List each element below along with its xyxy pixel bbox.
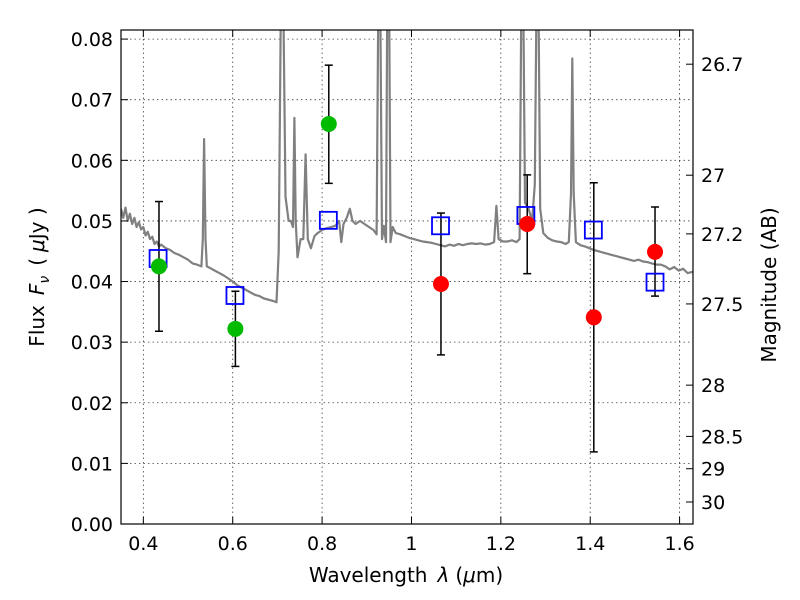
red-point: [585, 309, 602, 326]
model-square: [431, 216, 450, 236]
y-tick-label: 0.00: [71, 514, 113, 536]
y-tick-label: 0.07: [71, 90, 113, 112]
y-tick-label: 0.05: [71, 211, 113, 233]
model-square: [318, 210, 338, 230]
y2-tick-label: 27: [701, 165, 725, 187]
x-tick-label: 1: [405, 533, 417, 555]
plot-frame: [120, 29, 694, 525]
spectrum-line: [121, 30, 693, 304]
y2-tick-label: 27.2: [701, 224, 743, 246]
red-point: [432, 275, 449, 292]
x-axis-label: Wavelength λ (μm): [309, 563, 503, 587]
y-tick-label: 0.04: [71, 272, 113, 294]
green-point: [227, 320, 244, 337]
y2-tick-label: 29: [701, 459, 725, 481]
y-tick-label: 0.01: [71, 453, 113, 475]
x-tick-label: 1.4: [575, 533, 605, 555]
y-tick-label: 0.08: [71, 29, 113, 51]
red-point: [519, 215, 536, 232]
y-tick-label: 0.02: [71, 393, 113, 415]
x-tick-label: 0.6: [218, 533, 248, 555]
model-square: [645, 272, 665, 292]
model-squares: [148, 206, 665, 305]
y2-tick-label: 27.5: [701, 294, 743, 316]
y-axis-label: FluxFν(μJy ): [25, 207, 53, 346]
model-square: [225, 286, 245, 305]
x-tick-label: 1.6: [664, 533, 694, 555]
x-tick-label: 1.2: [486, 533, 516, 555]
y2-tick-label: 26.7: [701, 54, 743, 76]
red-point: [647, 243, 664, 260]
x-tick-label: 0.8: [307, 533, 337, 555]
grid: [121, 30, 693, 524]
green-point: [150, 258, 167, 275]
axis-ticks: 0.4 0.6 0.8 1 1.2 1.4 1.6 0.00 0.01 0.02 0.03 0.04 0…: [71, 29, 744, 555]
y-tick-label: 0.06: [71, 150, 113, 172]
x-tick-label: 0.4: [128, 533, 158, 555]
data-points: [150, 115, 664, 337]
model-square: [583, 220, 603, 240]
y-tick-label: 0.03: [71, 332, 113, 354]
error-bars: [154, 64, 660, 453]
y2-tick-label: 30: [701, 492, 725, 514]
spectrum-layer: [121, 30, 693, 304]
green-point: [320, 115, 337, 132]
y2-tick-label: 28: [701, 375, 725, 397]
y2-tick-label: 28.5: [701, 426, 743, 448]
y2-axis-label: Magnitude (AB): [757, 207, 781, 362]
